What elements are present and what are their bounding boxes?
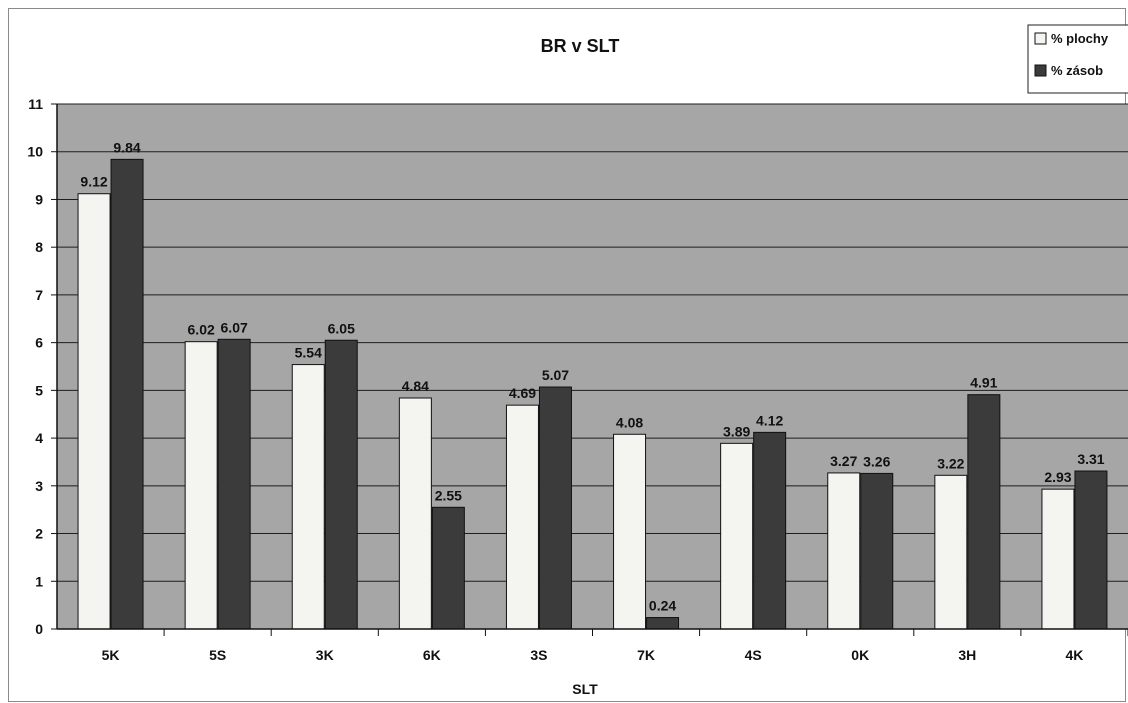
bar-plochy [934,474,968,630]
bar-zasob [1074,470,1108,630]
y-tick-label: 9 [35,191,43,207]
bar-plochy [1041,488,1075,630]
data-label: 3.27 [830,453,857,469]
bar-zasob [646,617,680,630]
y-tick-label: 5 [35,382,43,398]
bar-plochy [77,193,111,630]
data-label: 2.93 [1044,469,1071,485]
legend-swatch [1034,64,1047,77]
bar-plochy [184,341,218,630]
y-tick-label: 7 [35,287,43,303]
data-label: 4.84 [402,378,429,394]
x-tick-label: 3H [958,647,976,663]
x-axis-ticks: 5K 5S 3K 6K 3S 7K 4S 0K 3H 4K [102,629,1128,663]
legend: % plochy % zásob [1027,24,1128,94]
x-tick-label: 4S [745,647,762,663]
y-axis-ticks: 0 1 2 3 4 5 6 7 8 9 10 11 [27,96,57,637]
y-tick-label: 4 [35,430,43,446]
x-tick-label: 6K [423,647,441,663]
data-label: 9.12 [80,174,107,190]
data-label: 4.69 [509,385,536,401]
chart-title: BR v SLT [541,36,620,56]
bars [77,158,1108,630]
x-axis-label: SLT [572,681,598,697]
data-label: 5.54 [295,345,322,361]
bar-zasob [217,338,251,630]
data-label: 6.07 [221,319,248,335]
x-tick-label: 0K [851,647,869,663]
x-tick-label: 4K [1065,647,1083,663]
bar-plochy [505,404,539,630]
y-tick-label: 6 [35,335,43,351]
x-tick-label: 5S [209,647,226,663]
bar-zasob [967,394,1001,630]
data-label: 3.31 [1077,451,1104,467]
data-label: 2.55 [435,487,462,503]
x-tick-label: 5K [102,647,120,663]
bar-plochy [720,442,754,630]
legend-label: % plochy [1051,31,1109,46]
bar-zasob [110,158,144,630]
data-label: 6.02 [188,322,215,338]
bar-zasob [860,472,894,630]
y-tick-label: 2 [35,526,43,542]
data-label: 6.05 [328,320,355,336]
x-tick-label: 7K [637,647,655,663]
bar-zasob [753,431,787,630]
y-tick-label: 10 [27,144,43,160]
bar-plochy [291,364,325,630]
data-label: 4.91 [970,375,997,391]
bar-plochy [613,433,647,630]
value-labels: 9.12 9.84 6.02 6.07 5.54 6.05 4.84 2.55 4.69 5.07… [80,139,1104,613]
y-tick-label: 0 [35,621,43,637]
data-label: 3.26 [863,453,890,469]
bar-plochy [398,397,432,630]
bar-plochy [827,472,861,630]
data-label: 9.84 [113,139,140,155]
legend-label: % zásob [1051,63,1103,78]
data-label: 5.07 [542,367,569,383]
data-label: 4.12 [756,412,783,428]
data-label: 3.22 [937,455,964,471]
x-tick-label: 3K [316,647,334,663]
legend-swatch [1034,32,1047,45]
bar-zasob [431,506,465,630]
bar-zasob [538,386,572,630]
data-label: 0.24 [649,598,676,614]
x-tick-label: 3S [530,647,547,663]
y-tick-label: 11 [28,96,43,112]
data-label: 4.08 [616,414,643,430]
bar-zasob [324,339,358,630]
y-tick-label: 8 [35,239,43,255]
y-tick-label: 1 [35,573,43,589]
y-tick-label: 3 [35,478,43,494]
data-label: 3.89 [723,423,750,439]
